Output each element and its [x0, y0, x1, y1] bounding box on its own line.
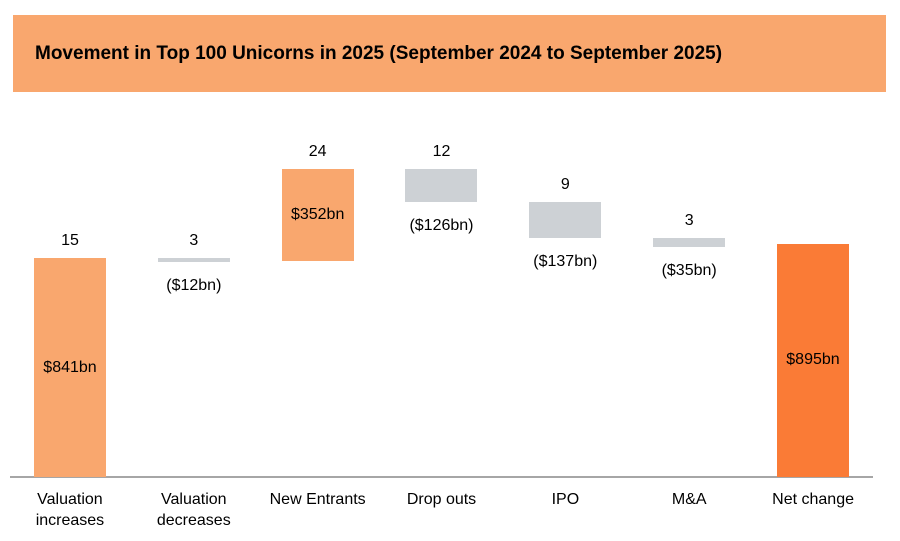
- bar-count-label-valuation-increases: 15: [61, 232, 79, 249]
- axis-label-valuation-decreases: Valuation decreases: [156, 491, 231, 529]
- x-axis-line: [10, 476, 873, 478]
- bar-count-label-m-a: 3: [684, 211, 694, 229]
- bar-value-label-m-a: ($35bn): [661, 262, 717, 280]
- axis-label-ipo: IPO: [551, 491, 580, 508]
- axis-label-drop-outs: Drop outs: [406, 491, 477, 508]
- axis-label-new-entrants: New Entrants: [269, 491, 366, 508]
- bar-valuation-decreases: [157, 258, 230, 262]
- bar-count-label-new-entrants: 24: [308, 143, 327, 161]
- bar-drop-outs: [405, 169, 478, 203]
- bar-value-label-net-change: $895bn: [786, 351, 840, 369]
- bar-value-label-ipo: ($137bn): [533, 252, 598, 270]
- bar-value-label-drop-outs: ($126bn): [409, 217, 474, 235]
- chart-title-bar: Movement in Top 100 Unicorns in 2025 (Se…: [13, 15, 886, 92]
- bar-count-label-ipo: 9: [560, 176, 570, 194]
- bar-value-label-valuation-decreases: ($12bn): [166, 277, 222, 294]
- bar-count-label-valuation-decreases: 3: [189, 232, 199, 249]
- bar-value-label-valuation-increases: $841bn: [43, 358, 97, 376]
- bar-value-label-new-entrants: $352bn: [290, 206, 345, 224]
- axis-label-m-a: M&A: [671, 491, 707, 508]
- bar-m-a: [653, 237, 726, 248]
- x-axis-labels: Valuation increases Valuation decreases Ne…: [8, 489, 875, 531]
- bar-valuation-increases: [34, 258, 106, 477]
- chart-title: Movement in Top 100 Unicorns in 2025 (Se…: [35, 42, 723, 64]
- axis-label-valuation-increases: Valuation increases: [35, 491, 105, 529]
- axis-label-net-change: Net change: [772, 491, 854, 508]
- bar-net-change: [776, 243, 849, 477]
- bar-new-entrants: [281, 169, 354, 262]
- bar-count-label-drop-outs: 12: [432, 143, 451, 161]
- bar-ipo: [529, 202, 602, 238]
